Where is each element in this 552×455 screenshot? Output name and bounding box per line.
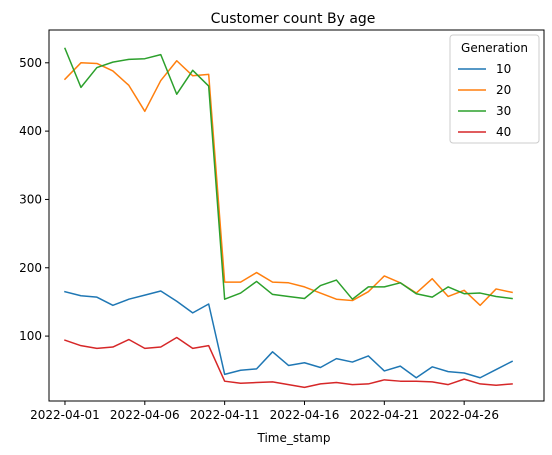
series-line-40: [64, 336, 513, 389]
plot-frame: [48, 29, 545, 402]
x-tick-label: 2022-04-16: [270, 408, 340, 422]
legend-label-40: 40: [496, 125, 511, 139]
y-tick-label: 500: [19, 56, 42, 70]
x-tick-label: 2022-04-06: [110, 408, 180, 422]
y-tick-label: 300: [19, 192, 42, 206]
x-tick-label: 2022-04-01: [30, 408, 100, 422]
x-tick-label: 2022-04-26: [429, 408, 499, 422]
legend-label-20: 20: [496, 83, 511, 97]
x-tick-label: 2022-04-11: [190, 408, 260, 422]
y-tick-label: 100: [19, 329, 42, 343]
legend-label-10: 10: [496, 62, 511, 76]
plot-area: [63, 47, 514, 389]
legend-box: [449, 34, 540, 144]
x-axis: 2022-04-01 2022-04-06 2022-04-11 2022-04-16…: [30, 401, 499, 422]
x-axis-label: Time_stamp: [257, 431, 331, 445]
x-tick-label: 2022-04-21: [349, 408, 419, 422]
series-line-10: [64, 290, 514, 379]
legend: Generation 10 20 30 40: [449, 34, 540, 144]
legend-title: Generation: [461, 41, 528, 55]
series-line-20: [63, 60, 513, 307]
y-axis: 100 200 300 400 500: [19, 56, 49, 343]
y-tick-label: 200: [19, 261, 42, 275]
y-tick-label: 400: [19, 124, 42, 138]
legend-label-30: 30: [496, 104, 511, 118]
series-line-30: [63, 47, 513, 300]
chart-title: Customer count By age: [211, 11, 376, 27]
